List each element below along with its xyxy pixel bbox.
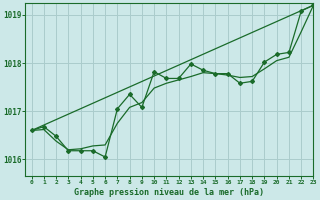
X-axis label: Graphe pression niveau de la mer (hPa): Graphe pression niveau de la mer (hPa) (75, 188, 264, 197)
